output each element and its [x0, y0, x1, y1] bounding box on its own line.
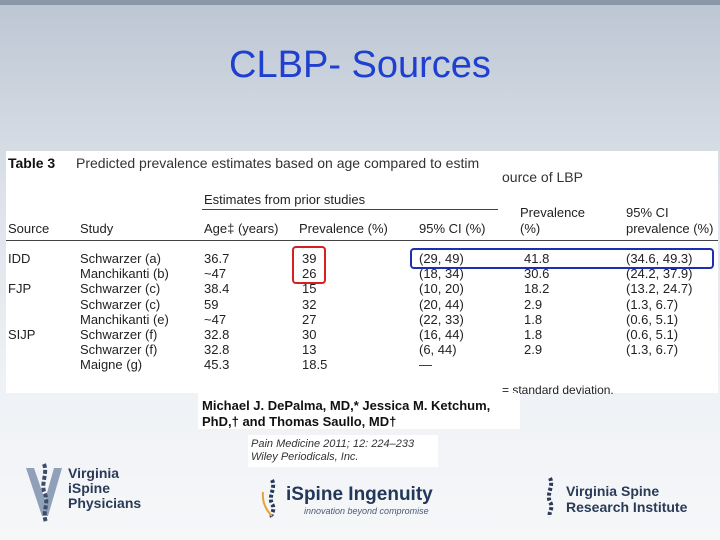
table-cell-pred: 18.2 [524, 281, 550, 297]
table-cell-source: FJP [8, 281, 32, 297]
authors-line-1: Michael J. DePalma, MD,* Jessica M. Ketc… [202, 398, 491, 413]
table-cell-ci: — [419, 357, 432, 373]
ingenuity-spine-icon [261, 479, 276, 518]
table-cell-prev: 39 [302, 251, 317, 266]
table-cell-age: 36.7 [204, 251, 230, 266]
table-cell-age: ~47 [204, 266, 227, 282]
table-cell-ci: (20, 44) [419, 296, 464, 312]
col-prevalence: Prevalence (%) [299, 221, 388, 236]
citation-journal: Pain Medicine 2011; 12: 224–233 Wiley Pe… [248, 435, 438, 467]
vsri-spine-icon [546, 477, 554, 518]
table-cell-pred-ci: (13.2, 24.7) [626, 281, 693, 297]
col-pred-prev-2: (%) [520, 221, 541, 236]
vsri-logo: Virginia Spine Research Institute [540, 476, 710, 522]
table-cell-study: Maigne (g) [80, 357, 143, 373]
col-ci: 95% CI (%) [419, 221, 486, 236]
table-cell-study: Manchikanti (e) [80, 311, 169, 327]
slide-title: CLBP- Sources [229, 44, 491, 86]
table-cell-ci: (10, 20) [419, 281, 464, 297]
ingenuity-name: iSpine Ingenuity [286, 484, 433, 505]
vsp-line-2: iSpine [68, 480, 111, 496]
table-label: Table 3 [8, 155, 56, 171]
table-cell-pred-ci: (0.6, 5.1) [626, 327, 679, 342]
top-bar [0, 0, 720, 5]
table-cell-age: 45.3 [204, 357, 230, 373]
table-cell-age: 38.4 [204, 281, 230, 297]
prevalence-highlight [292, 246, 326, 284]
table-cell-age: 32.8 [204, 342, 230, 358]
ingenuity-tagline: innovation beyond compromise [304, 506, 429, 516]
table-cell-prev: 18.5 [302, 357, 328, 373]
table-cell-ci: (6, 44) [419, 342, 457, 358]
table-cell-prev: 27 [302, 311, 317, 327]
table-cell-age: 59 [204, 296, 219, 312]
table-cell-pred: 30.6 [524, 266, 550, 282]
col-pred-prev-1: Prevalence [520, 205, 586, 220]
table-cell-ci: (29, 49) [419, 251, 464, 266]
table-cell-ci: (18, 34) [419, 266, 464, 282]
header-rule [6, 240, 718, 241]
table-cell-prev: 30 [302, 327, 317, 342]
table-cell-pred: 41.8 [524, 251, 550, 266]
journal-line-1: Pain Medicine 2011; 12: 224–233 [251, 438, 415, 450]
table-cell-study: Schwarzer (c) [80, 281, 161, 297]
table-cell-source: SIJP [8, 327, 36, 342]
col-age: Age‡ (years) [204, 221, 279, 236]
table-cell-study: Schwarzer (a) [80, 251, 161, 266]
table-cell-pred: 2.9 [524, 296, 543, 312]
table-cell-age: 32.8 [204, 327, 230, 342]
table-cell-pred: 1.8 [524, 327, 543, 342]
vsri-line-2: Research Institute [566, 499, 688, 515]
table-cell-pred: 1.8 [524, 311, 543, 327]
table-cell-pred-ci: (1.3, 6.7) [626, 296, 679, 312]
col-study: Study [80, 221, 114, 236]
group-header: Estimates from prior studies [204, 192, 366, 207]
journal-line-2: Wiley Periodicals, Inc. [251, 451, 359, 463]
table-cell-prev: 32 [302, 296, 317, 312]
vsp-spine-icon [26, 463, 62, 523]
table-excerpt: Table 3 Predicted prevalence estimates b… [6, 151, 718, 397]
table-cell-study: Manchikanti (b) [80, 266, 169, 282]
ispine-ingenuity-logo: iSpine Ingenuity innovation beyond compr… [260, 478, 440, 524]
idd-row-highlight [410, 248, 714, 269]
table-caption: Predicted prevalence estimates based on … [76, 155, 480, 171]
table-cell-prev: 26 [302, 266, 317, 282]
vsp-logo: Virginia iSpine Physicians [22, 460, 152, 530]
col-pred-ci-1: 95% CI [626, 205, 669, 220]
col-pred-ci-2: prevalence (%) [626, 221, 714, 236]
table-cell-prev: 13 [302, 342, 317, 358]
table-footnote: = standard deviation. [502, 383, 614, 397]
col-source: Source [8, 221, 50, 236]
table-cell-study: Schwarzer (c) [80, 296, 161, 312]
table-cell-pred-ci: (24.2, 37.9) [626, 266, 693, 282]
vsri-line-1: Virginia Spine [566, 483, 660, 499]
table-cell-ci: (16, 44) [419, 327, 464, 342]
table-cell-pred: 2.9 [524, 342, 543, 358]
table-caption-right: ource of LBP [502, 169, 583, 185]
group-rule [202, 209, 498, 210]
vsp-line-1: Virginia [68, 465, 120, 481]
vsp-line-3: Physicians [68, 495, 142, 511]
table-cell-study: Schwarzer (f) [80, 327, 158, 342]
table-cell-ci: (22, 33) [419, 311, 464, 327]
table-cell-pred-ci: (0.6, 5.1) [626, 311, 679, 327]
authors-line-2: PhD,† and Thomas Saullo, MD† [202, 414, 397, 429]
table-cell-pred-ci: (1.3, 6.7) [626, 342, 679, 358]
citation-authors: Michael J. DePalma, MD,* Jessica M. Ketc… [198, 393, 520, 429]
table-cell-pred-ci: (34.6, 49.3) [626, 251, 693, 266]
table-cell-age: ~47 [204, 311, 227, 327]
table-cell-prev: 15 [302, 281, 317, 297]
table-cell-source: IDD [8, 251, 31, 266]
table-cell-study: Schwarzer (f) [80, 342, 158, 358]
